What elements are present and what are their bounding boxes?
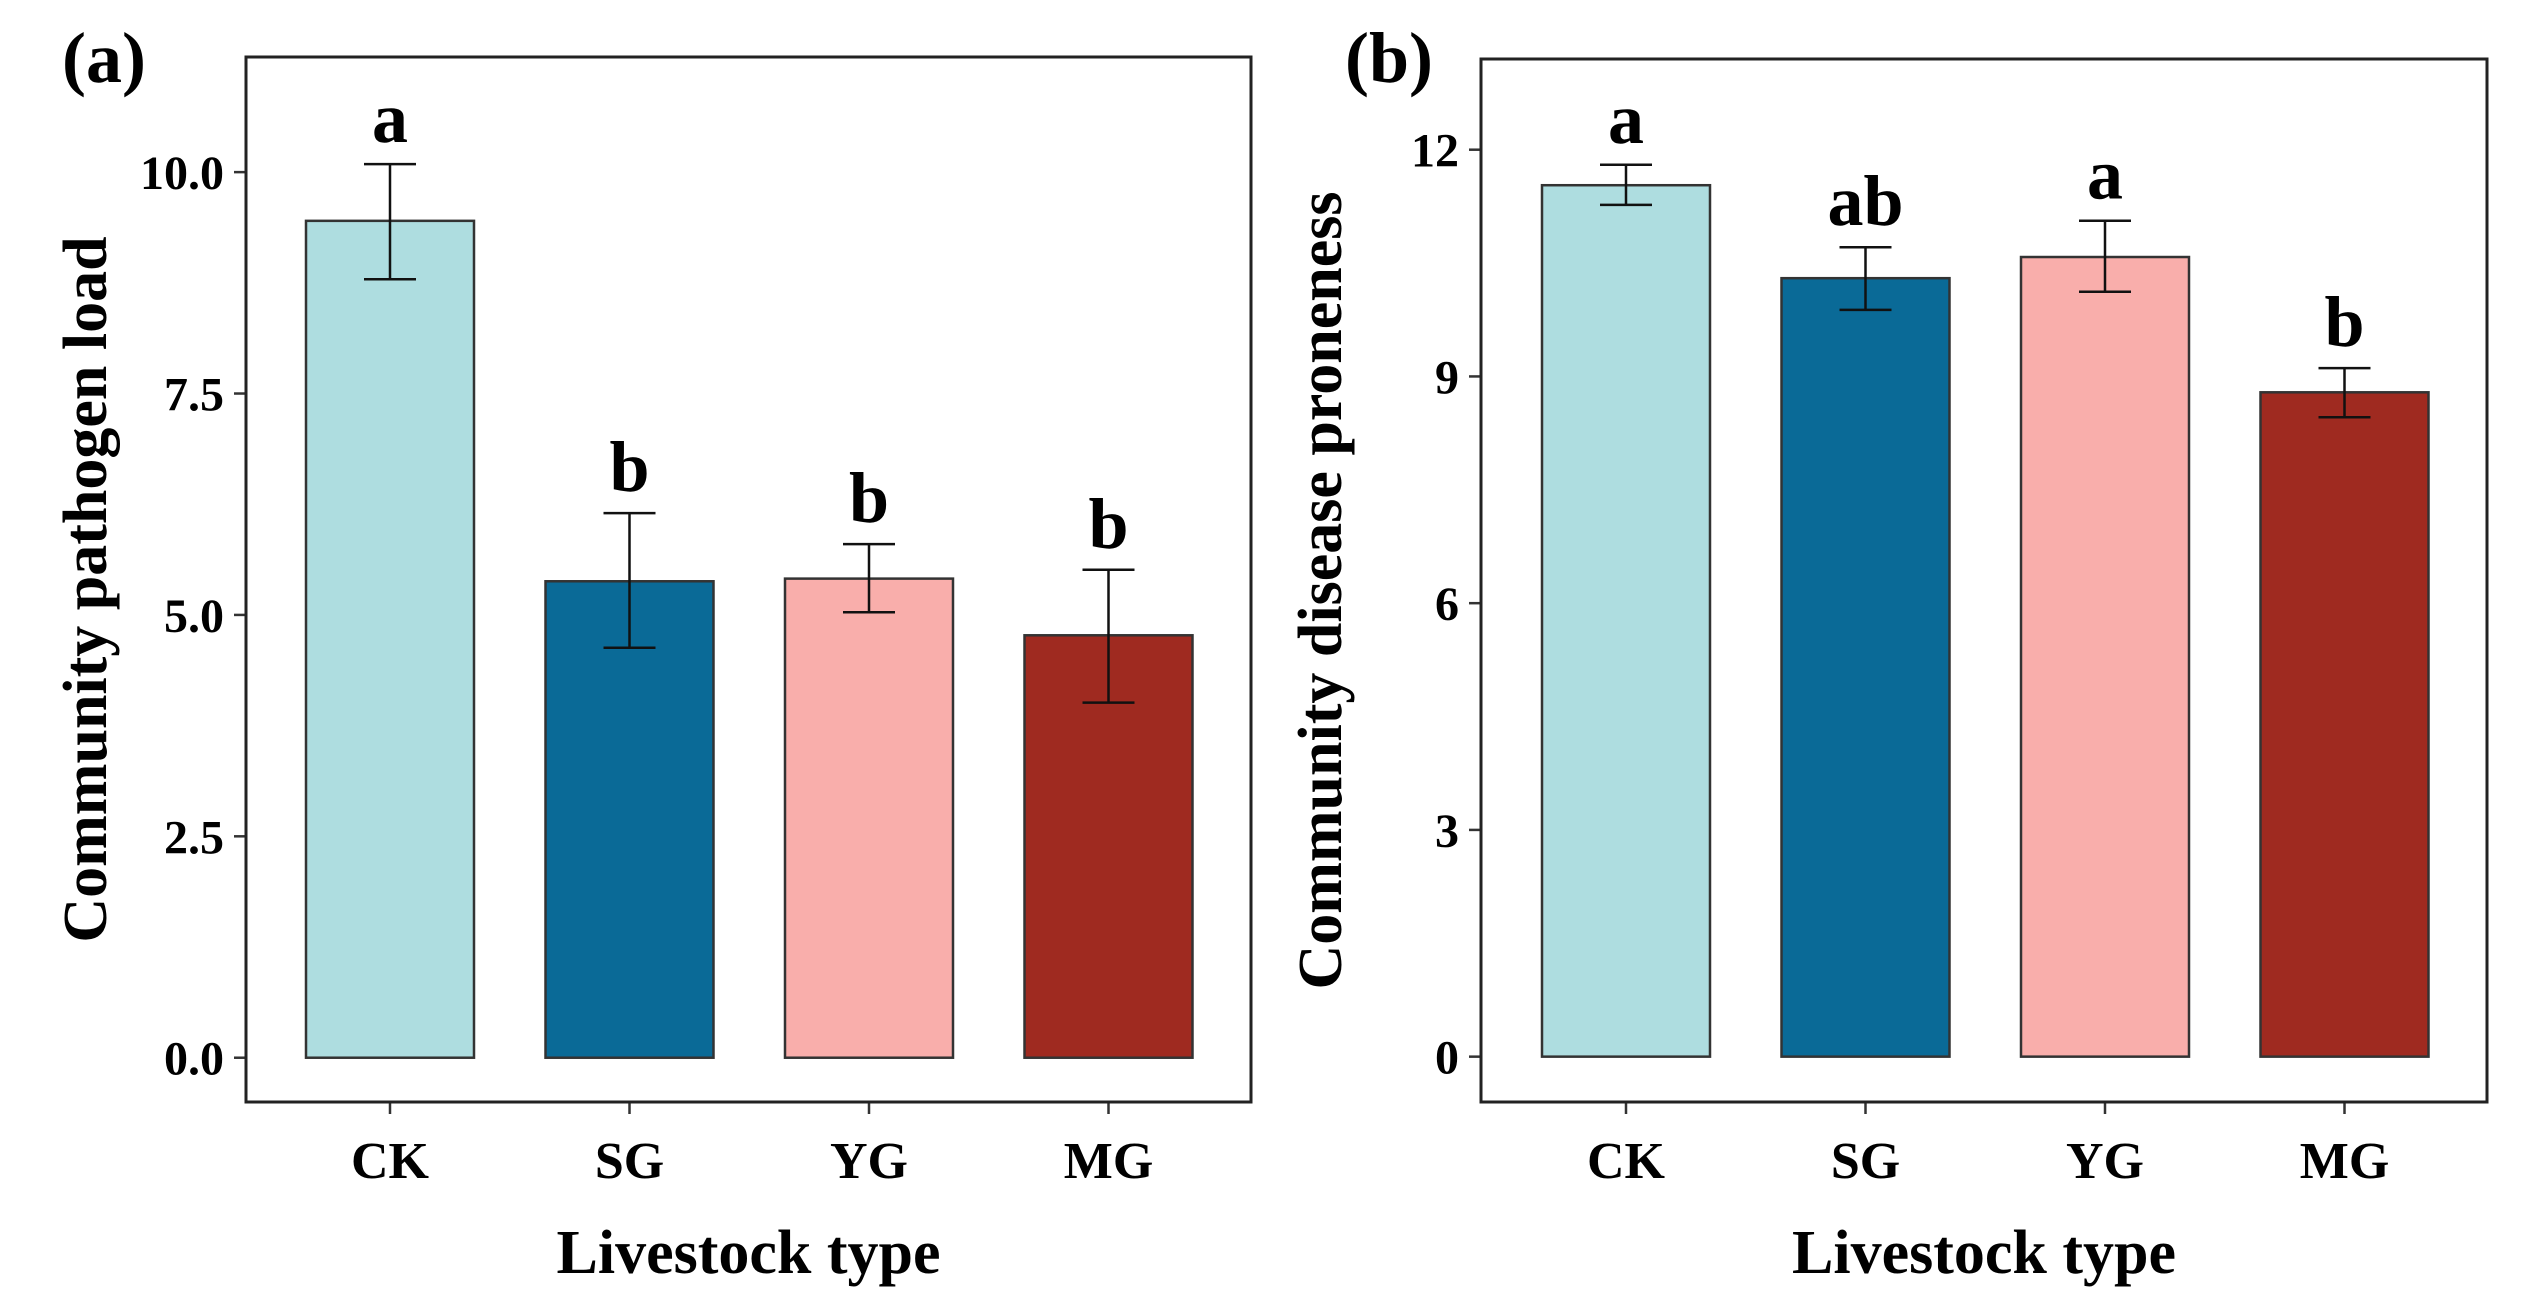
- bar-mg: [2259, 391, 2430, 1058]
- significance-letter: ab: [1827, 161, 1903, 241]
- bar-sg: [544, 580, 715, 1059]
- bar-ck: [304, 219, 476, 1059]
- chart-panel-b: (b) a CK ab SG a YG b MG 0 3 6 9 12 Livestock type Comm…: [1287, 18, 2489, 1287]
- x-tick-label: MG: [1064, 1133, 1154, 1190]
- y-tick-label: 5.0: [164, 590, 224, 643]
- x-axis-title: Livestock type: [556, 1219, 940, 1287]
- x-tick-label: YG: [830, 1133, 908, 1190]
- significance-letter: a: [1608, 79, 1644, 159]
- y-tick-label: 0: [1435, 1032, 1459, 1085]
- y-axis-title: Community pathogen load: [52, 236, 120, 942]
- significance-letter: a: [372, 78, 408, 158]
- panel-label: (a): [62, 18, 146, 98]
- x-tick-label: CK: [351, 1133, 430, 1190]
- bar-yg: [2019, 255, 2191, 1058]
- x-axis-title: Livestock type: [1792, 1219, 2176, 1287]
- significance-letter: b: [2324, 282, 2364, 362]
- bar-yg: [783, 577, 955, 1059]
- plot-frame: [1479, 57, 2489, 1104]
- y-tick-label: 7.5: [164, 369, 224, 422]
- y-tick-label: 10.0: [140, 147, 224, 200]
- significance-letter: b: [849, 458, 889, 538]
- panel-label: (b): [1345, 18, 1433, 98]
- x-tick-label: YG: [2066, 1133, 2144, 1190]
- chart-panel-a: (a) a CK b SG b YG b MG 0.0 2.5 5.0 7.5 10.0 Livestock…: [52, 18, 1253, 1287]
- y-tick-label: 2.5: [164, 811, 224, 864]
- bar-ck: [1540, 183, 1712, 1058]
- y-tick-label: 12: [1411, 125, 1459, 178]
- significance-letter: b: [1088, 484, 1128, 564]
- y-tick-label: 0.0: [164, 1033, 224, 1086]
- significance-letter: b: [609, 427, 649, 507]
- x-tick-label: CK: [1587, 1133, 1666, 1190]
- plot-frame: [244, 55, 1253, 1104]
- y-tick-label: 6: [1435, 578, 1459, 631]
- x-tick-label: SG: [1831, 1133, 1900, 1190]
- y-tick-label: 3: [1435, 805, 1459, 858]
- x-tick-label: SG: [595, 1133, 664, 1190]
- y-tick-label: 9: [1435, 351, 1459, 404]
- y-axis-title: Community disease proneness: [1287, 191, 1355, 989]
- bar-sg: [1780, 276, 1951, 1058]
- bar-mg: [1023, 634, 1194, 1059]
- x-tick-label: MG: [2300, 1133, 2390, 1190]
- significance-letter: a: [2087, 135, 2123, 215]
